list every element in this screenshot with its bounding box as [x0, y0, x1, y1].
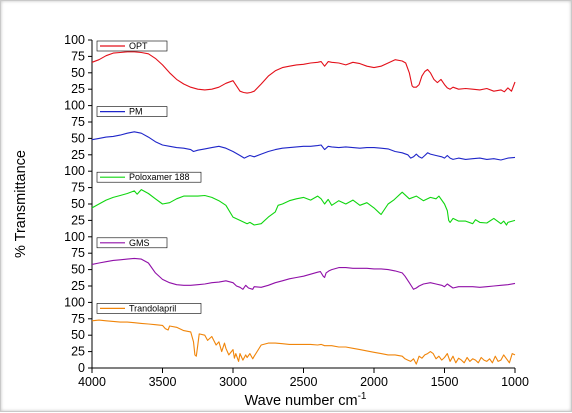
y-tick-label: 50: [71, 263, 85, 277]
x-axis-title-superscript: -1: [358, 391, 367, 402]
x-tick-label: 1500: [431, 375, 459, 389]
x-tick-label: 1000: [501, 375, 529, 389]
y-tick-label: 25: [71, 82, 85, 96]
legend-label: OPT: [129, 41, 148, 51]
y-tick-label: 25: [71, 345, 85, 359]
series-line-trandolapril: [91, 319, 516, 365]
y-tick-label: 50: [71, 197, 85, 211]
y-tick-label: 50: [71, 328, 85, 342]
y-tick-label: 100: [64, 230, 85, 244]
y-tick-label: 75: [71, 312, 85, 326]
y-tick-label: 75: [71, 115, 85, 129]
y-axis-title: % Transmittance: [13, 150, 29, 258]
legend-box: [96, 237, 168, 249]
y-tick-label: 75: [71, 246, 85, 260]
series-line-poloxamer-188: [91, 189, 516, 226]
series-line-opt: [91, 51, 516, 94]
y-tick-label: 100: [64, 295, 85, 309]
x-tick-label: 3000: [219, 375, 247, 389]
legend-label: PM: [129, 107, 143, 117]
y-tick-label: 75: [71, 181, 85, 195]
legend-label: Trandolapril: [129, 303, 176, 313]
legend-box: [96, 171, 202, 183]
y-tick-label: 25: [71, 148, 85, 162]
y-tick-label: 100: [64, 99, 85, 113]
x-tick-label: 4000: [78, 375, 106, 389]
x-tick-label: 2500: [290, 375, 318, 389]
x-tick-label: 2000: [360, 375, 388, 389]
series-line-pm: [91, 131, 516, 161]
x-axis-title: Wave number cm-1: [245, 391, 367, 409]
y-tick-label: 0: [78, 361, 85, 375]
legend-label: GMS: [129, 238, 150, 248]
series-line-gms: [91, 257, 516, 290]
x-axis-title-text: Wave number cm: [245, 393, 358, 409]
x-tick-label: 3500: [149, 375, 177, 389]
y-tick-label: 25: [71, 279, 85, 293]
y-tick-label: 75: [71, 49, 85, 63]
legend-box: [96, 106, 168, 117]
y-tick-label: 100: [64, 164, 85, 178]
legend-label: Poloxamer 188: [129, 172, 190, 182]
legend-box: [96, 40, 168, 52]
y-tick-label: 50: [71, 131, 85, 145]
legend-box: [96, 303, 202, 314]
y-tick-label: 100: [64, 33, 85, 47]
y-tick-label: 25: [71, 213, 85, 227]
y-tick-label: 50: [71, 66, 85, 80]
